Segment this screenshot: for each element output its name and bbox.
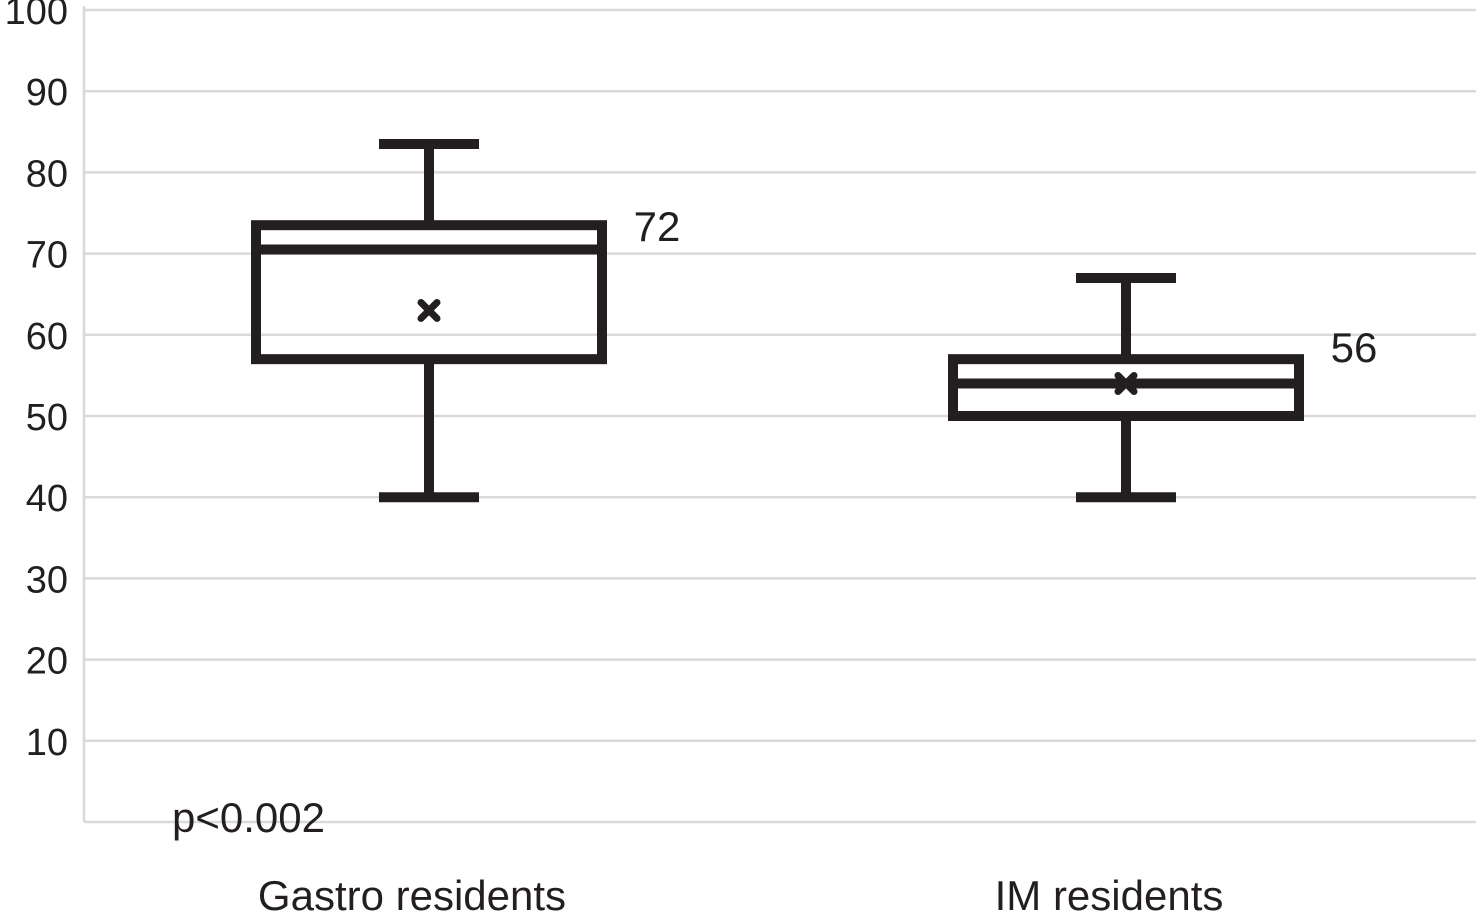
y-tick-label: 40 — [26, 478, 68, 520]
category-labels: Gastro residents IM residents — [258, 872, 1223, 919]
box-value-label: 72 — [634, 203, 681, 250]
y-tick-labels: 10 20 30 40 50 60 70 80 90 100 — [5, 0, 68, 764]
p-value-annotation: p<0.002 — [172, 794, 325, 841]
y-tick-label: 10 — [26, 722, 68, 764]
y-tick-label: 20 — [26, 641, 68, 683]
box-value-label: 56 — [1331, 324, 1378, 371]
box-group: 72 — [251, 138, 681, 503]
y-tick-label: 80 — [26, 153, 68, 195]
category-label: Gastro residents — [258, 872, 566, 919]
y-tick-label: 50 — [26, 397, 68, 439]
mean-marker — [417, 298, 441, 322]
boxes: 72 56 — [251, 138, 1378, 503]
y-tick-label: 30 — [26, 559, 68, 601]
gridlines — [84, 8, 1476, 743]
category-label: IM residents — [995, 872, 1224, 919]
y-tick-label: 90 — [26, 72, 68, 114]
iqr-box — [251, 220, 607, 365]
box-group: 56 — [948, 272, 1378, 503]
axes — [82, 6, 1476, 824]
y-tick-label: 60 — [26, 316, 68, 358]
y-tick-label: 100 — [5, 0, 68, 33]
y-tick-label: 70 — [26, 235, 68, 277]
mean-marker — [1114, 372, 1138, 396]
